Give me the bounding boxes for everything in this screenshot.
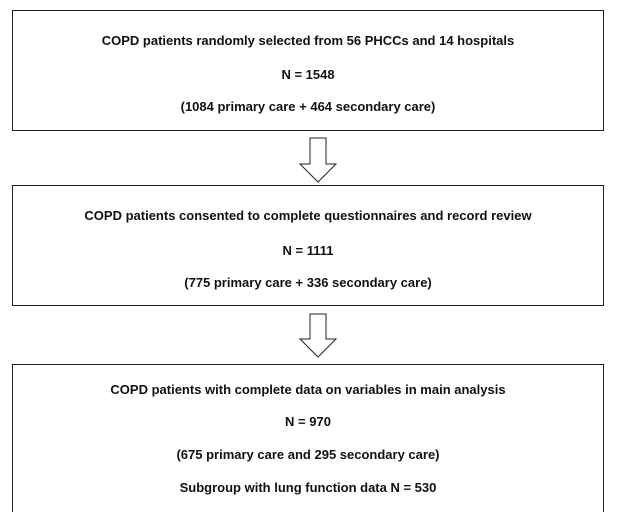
box-text: (675 primary care and 295 secondary care… <box>176 447 440 462</box>
box-text: COPD patients with complete data on vari… <box>110 382 506 397</box>
flow-box: COPD patients randomly selected from 56 … <box>12 10 604 131</box>
box-text: (1084 primary care + 464 secondary care) <box>180 99 436 114</box>
box-text: COPD patients consented to complete ques… <box>84 208 532 223</box>
down-arrow <box>298 313 338 358</box>
box-text: N = 1548 <box>281 67 335 82</box>
down-arrow <box>298 137 338 183</box>
box-text: Subgroup with lung function data N = 530 <box>179 480 437 495</box>
box-text: COPD patients randomly selected from 56 … <box>101 33 515 48</box>
flow-box: COPD patients consented to complete ques… <box>12 185 604 306</box>
box-text: N = 1111 <box>282 243 334 258</box>
box-text: (775 primary care + 336 secondary care) <box>184 275 432 290</box>
box-text: N = 970 <box>285 414 331 429</box>
flow-box: COPD patients with complete data on vari… <box>12 364 604 512</box>
